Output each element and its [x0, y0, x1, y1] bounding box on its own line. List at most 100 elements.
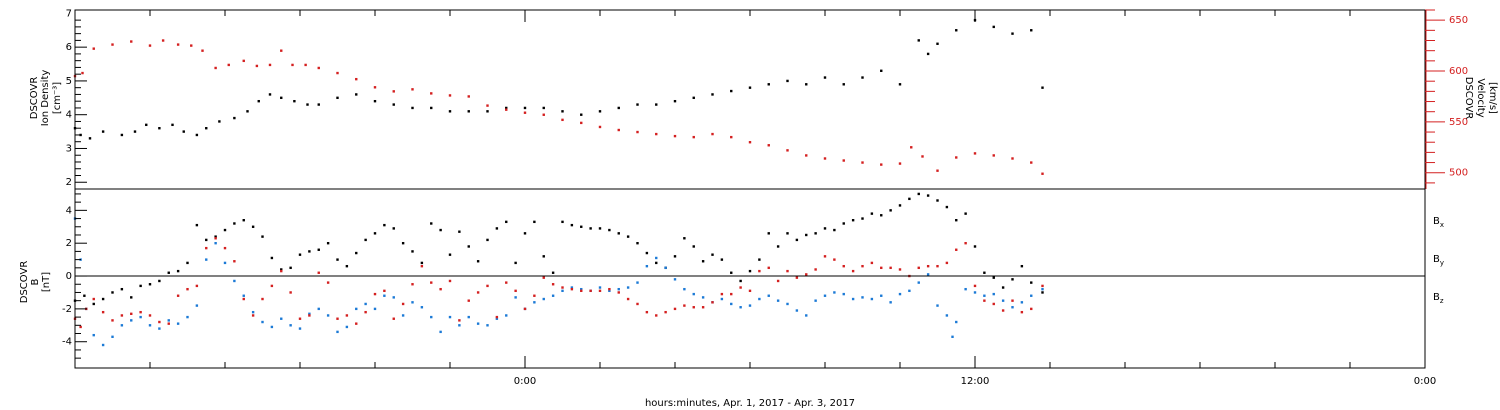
bz-point — [645, 310, 649, 314]
bz-point — [495, 315, 499, 319]
bx-point — [683, 237, 686, 240]
by-point — [955, 320, 958, 324]
density-point — [448, 110, 452, 113]
bz-point — [448, 279, 452, 283]
bz-point — [186, 287, 189, 291]
by-point — [851, 297, 855, 301]
bz-point — [673, 307, 677, 311]
bz-point — [251, 314, 255, 317]
bz-point — [205, 246, 208, 250]
velocity-tick-label: 650 — [1449, 15, 1468, 26]
bx-point — [186, 261, 189, 265]
density-tick-label: 5 — [66, 76, 72, 87]
density-point — [336, 96, 339, 100]
b-tick-label: -2 — [62, 304, 72, 315]
bz-point — [120, 314, 124, 317]
bz-point — [148, 314, 152, 317]
density-point — [955, 29, 958, 32]
bx-point — [608, 228, 611, 232]
bz-point — [401, 302, 405, 306]
bz-point — [767, 266, 770, 270]
bx-point — [430, 222, 433, 225]
density-point — [158, 127, 161, 130]
bx-point — [842, 222, 845, 225]
by-point — [739, 306, 742, 309]
bx-point — [420, 261, 424, 265]
by-point — [833, 291, 836, 294]
density-point — [805, 83, 808, 86]
velocity-point — [505, 108, 508, 111]
by-point — [973, 291, 977, 294]
density-tick-label: 6 — [66, 42, 72, 53]
density-point — [561, 110, 564, 113]
bx-point — [1001, 286, 1005, 289]
bx-point — [345, 264, 349, 268]
by-point — [270, 325, 274, 329]
velocity-point — [598, 125, 602, 129]
bz-point — [214, 237, 217, 240]
velocity-point — [767, 144, 770, 147]
density-point — [218, 120, 221, 123]
by-point — [1020, 301, 1024, 304]
velocity-point — [786, 149, 789, 152]
by-point — [580, 287, 583, 291]
velocity-point — [130, 40, 133, 43]
bx-point — [964, 212, 967, 215]
bz-point — [542, 276, 545, 279]
density-point — [617, 106, 620, 110]
velocity-point — [910, 146, 913, 149]
bz-point — [842, 264, 845, 268]
by-point — [476, 322, 480, 325]
velocity-point — [355, 77, 358, 81]
density-point — [936, 42, 939, 45]
velocity-axis-label-line2: Velocity — [1475, 78, 1486, 117]
velocity-tick-label: 550 — [1449, 117, 1468, 128]
velocity-point — [805, 154, 808, 157]
bz-point — [1020, 310, 1024, 314]
velocity-point — [317, 66, 320, 70]
bz-point — [467, 299, 470, 302]
by-point — [186, 315, 189, 319]
bz-point — [420, 264, 424, 268]
density-point — [636, 103, 639, 106]
bx-point — [111, 291, 114, 294]
bx-point — [176, 269, 180, 273]
density-point — [917, 39, 920, 42]
bz-point — [1030, 307, 1033, 311]
density-tick-label: 2 — [66, 177, 72, 188]
by-point — [908, 289, 911, 293]
bz-point — [364, 310, 367, 314]
bx-point — [523, 232, 527, 235]
by-point — [964, 287, 967, 291]
velocity-point — [242, 59, 245, 63]
bz-point — [101, 310, 105, 314]
density-point — [101, 130, 105, 133]
bx-point — [486, 238, 489, 242]
by-point — [626, 286, 630, 289]
density-point — [268, 93, 272, 96]
by-point — [720, 297, 724, 301]
by-point — [167, 319, 170, 322]
bx-point — [336, 258, 339, 261]
bx-point — [233, 222, 236, 225]
b-tick-label: 4 — [66, 205, 72, 216]
velocity-point — [392, 90, 395, 93]
legend-by: By — [1433, 254, 1444, 267]
velocity-point — [148, 44, 152, 47]
bx-point — [833, 228, 836, 232]
density-point — [880, 69, 883, 72]
bx-point — [1020, 264, 1024, 268]
bx-point — [851, 219, 855, 222]
bz-point — [411, 283, 414, 286]
by-point — [598, 286, 602, 289]
bz-point — [1041, 284, 1044, 288]
bz-point — [880, 266, 883, 270]
by-point — [317, 307, 320, 311]
bz-point — [111, 319, 114, 322]
bz-point — [739, 286, 742, 289]
velocity-point — [111, 43, 114, 46]
bx-point — [242, 219, 245, 222]
velocity-point — [861, 161, 864, 164]
bz-point — [561, 286, 564, 289]
bz-point — [983, 299, 986, 302]
